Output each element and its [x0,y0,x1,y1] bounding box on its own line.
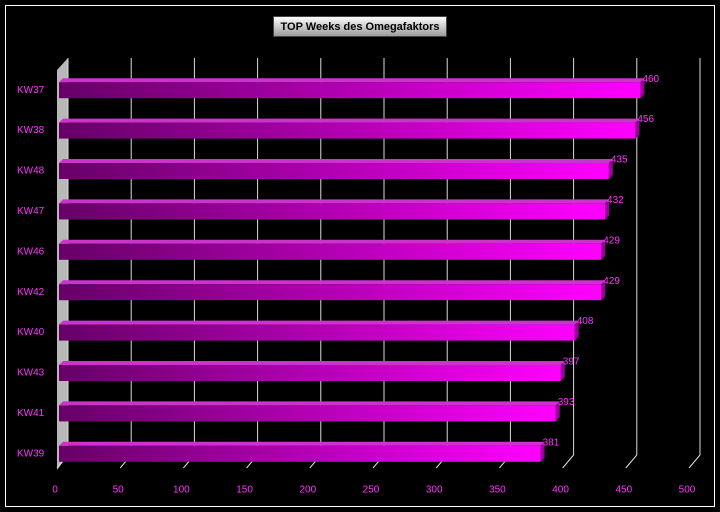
y-tick-label: KW37 [17,85,45,96]
x-tick-label: 200 [299,485,316,496]
x-tick-label: 50 [113,485,125,496]
y-tick-label: KW38 [17,125,45,136]
x-tick-label: 450 [615,485,632,496]
bar-top [59,320,579,325]
bar-side [601,280,606,301]
y-tick-label: KW48 [17,166,45,177]
grid-line [562,454,574,469]
y-tick-label: KW43 [17,368,45,379]
y-tick-label: KW47 [17,206,45,217]
bar-top [59,401,560,406]
value-label: 408 [577,316,594,327]
x-tick-label: 500 [679,485,696,496]
bar [59,405,556,422]
grid-line [688,454,701,469]
bar-side [574,320,579,341]
value-label: 397 [563,357,580,368]
bar-side [635,118,640,139]
bar [59,243,602,260]
bar-top [59,441,545,446]
value-label: 460 [642,74,659,85]
x-tick-label: 250 [363,485,380,496]
bar-side [605,199,610,220]
bar [59,82,641,99]
bar [59,324,575,341]
bar-side [640,78,645,99]
bar-top [59,280,606,285]
value-label: 429 [603,276,620,287]
bar-side [601,239,606,260]
bar-top [59,159,613,163]
value-label: 456 [637,114,654,125]
title-box [273,16,447,37]
bar-top [59,118,640,123]
y-tick-label: KW42 [17,287,45,298]
x-tick-label: 0 [52,485,58,496]
grid-line [625,454,638,469]
bar-side [555,401,560,422]
bar [59,284,602,301]
bar-side [560,361,565,381]
value-label: 393 [558,397,575,408]
bar-top [59,239,606,244]
bar-top [59,199,610,204]
bar-side [608,159,613,179]
bar-top [59,78,645,83]
y-tick-label: KW39 [17,448,45,459]
y-tick-label: KW41 [17,408,45,419]
x-tick-label: 100 [173,485,190,496]
bar [59,445,541,462]
chart-title: TOP Weeks des Omegafaktors [281,21,440,33]
bar [59,203,606,220]
y-tick-label: KW40 [17,327,45,338]
x-tick-label: 400 [552,485,569,496]
bar [59,163,609,179]
bar [59,122,636,139]
x-tick-label: 350 [489,485,506,496]
y-tick-label: KW46 [17,246,45,257]
value-label: 435 [611,155,628,166]
value-label: 381 [543,437,560,448]
bar [59,365,561,381]
x-tick-label: 150 [236,485,253,496]
bar-side [540,441,545,462]
bar-top [59,361,565,365]
x-tick-label: 300 [426,485,443,496]
value-label: 432 [607,195,624,206]
value-label: 429 [603,235,620,246]
